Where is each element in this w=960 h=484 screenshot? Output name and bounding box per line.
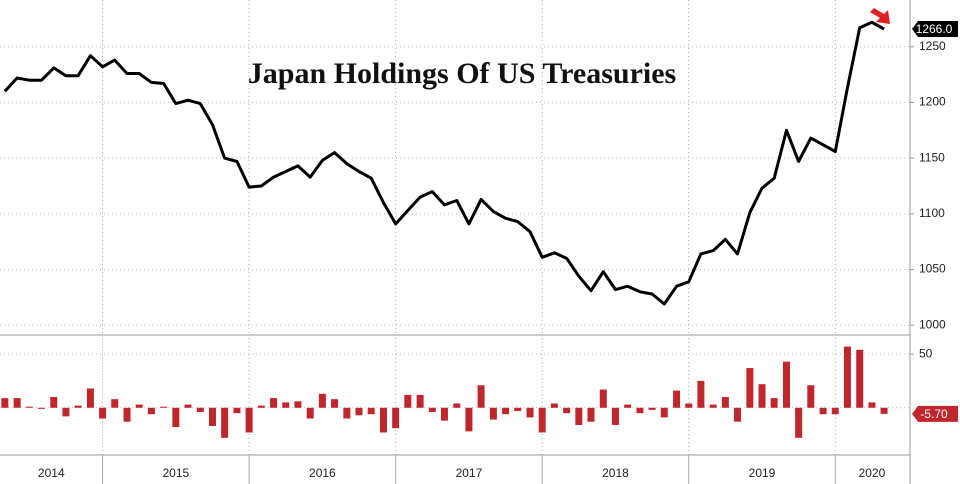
bar bbox=[758, 384, 766, 408]
x-tick-label: 2016 bbox=[309, 466, 336, 480]
bar bbox=[514, 407, 522, 411]
bar bbox=[746, 368, 754, 408]
bar bbox=[831, 407, 839, 415]
bar bbox=[86, 388, 94, 408]
bar bbox=[331, 399, 339, 408]
bar bbox=[880, 407, 888, 414]
bar bbox=[587, 407, 595, 422]
bar bbox=[379, 407, 387, 433]
bar bbox=[294, 401, 302, 408]
bar bbox=[111, 399, 119, 408]
bar bbox=[856, 349, 864, 408]
bar bbox=[440, 407, 448, 421]
bar bbox=[770, 398, 778, 408]
bar bbox=[135, 404, 143, 408]
bar bbox=[270, 398, 278, 408]
y-tick-label: 1150 bbox=[919, 150, 945, 164]
bar bbox=[734, 407, 742, 422]
bar bbox=[62, 407, 70, 417]
bar bbox=[868, 402, 876, 408]
bar bbox=[123, 407, 131, 422]
bar bbox=[611, 407, 619, 425]
bar bbox=[489, 407, 497, 420]
bar bbox=[624, 404, 632, 408]
bar bbox=[843, 346, 851, 408]
y-tick-label: 1200 bbox=[919, 95, 946, 109]
bar bbox=[392, 407, 400, 429]
bar bbox=[648, 407, 656, 410]
bar bbox=[721, 397, 729, 408]
bar bbox=[709, 404, 717, 408]
last-value-label: 1266.0 bbox=[916, 22, 953, 36]
bar bbox=[245, 407, 253, 433]
bar bbox=[477, 385, 485, 408]
arrow-icon bbox=[870, 8, 890, 24]
bar bbox=[599, 389, 607, 408]
bar bbox=[465, 407, 473, 432]
bar bbox=[147, 407, 155, 415]
bar bbox=[221, 407, 229, 438]
bar bbox=[25, 406, 33, 408]
bar bbox=[807, 385, 815, 408]
y-tick-label: 1250 bbox=[919, 39, 946, 53]
line bbox=[3, 20, 885, 306]
bar bbox=[782, 361, 790, 408]
bar bbox=[819, 407, 827, 415]
bar bbox=[208, 407, 216, 427]
last-value-label: -5.70 bbox=[920, 407, 948, 421]
bar bbox=[453, 403, 461, 408]
x-tick-label: 2014 bbox=[38, 466, 65, 480]
bar bbox=[355, 407, 363, 416]
bar bbox=[404, 394, 412, 408]
bar bbox=[233, 407, 241, 414]
bar bbox=[502, 407, 510, 415]
bar bbox=[416, 394, 424, 408]
bar bbox=[673, 390, 681, 408]
y-tick-label: 1100 bbox=[919, 206, 945, 220]
bar bbox=[282, 402, 290, 408]
bar bbox=[196, 407, 204, 413]
y-tick-label: 1000 bbox=[919, 317, 946, 331]
bar bbox=[697, 380, 705, 408]
last-value-box bbox=[912, 405, 958, 422]
bar bbox=[367, 407, 375, 415]
x-tick-label: 2020 bbox=[859, 466, 886, 480]
bar bbox=[184, 404, 192, 408]
bar bbox=[575, 407, 583, 425]
bar bbox=[1, 398, 9, 408]
bar bbox=[160, 406, 168, 408]
bar bbox=[74, 405, 82, 408]
bar bbox=[50, 397, 58, 408]
bar bbox=[550, 403, 558, 408]
bar bbox=[660, 407, 668, 418]
bar bbox=[257, 405, 265, 408]
x-tick-label: 2019 bbox=[749, 466, 776, 480]
x-tick-label: 2018 bbox=[602, 466, 629, 480]
bar bbox=[526, 407, 534, 418]
bar bbox=[563, 407, 571, 414]
x-tick-label: 2017 bbox=[456, 466, 483, 480]
chart-title: Japan Holdings Of US Treasuries bbox=[248, 57, 676, 90]
y-tick-label: 1050 bbox=[919, 262, 946, 276]
bar bbox=[37, 407, 45, 409]
bar bbox=[318, 393, 326, 408]
bar bbox=[343, 407, 351, 419]
bar bbox=[538, 407, 546, 433]
bar bbox=[13, 398, 21, 408]
last-value-box bbox=[912, 20, 958, 37]
bar bbox=[172, 407, 180, 428]
bar bbox=[685, 403, 693, 408]
bar bbox=[636, 407, 644, 414]
bar bbox=[99, 407, 107, 419]
bar bbox=[795, 407, 803, 438]
bar bbox=[428, 407, 436, 413]
y-tick-label: 50 bbox=[919, 346, 933, 360]
bar bbox=[306, 407, 314, 419]
x-tick-label: 2015 bbox=[162, 466, 189, 480]
